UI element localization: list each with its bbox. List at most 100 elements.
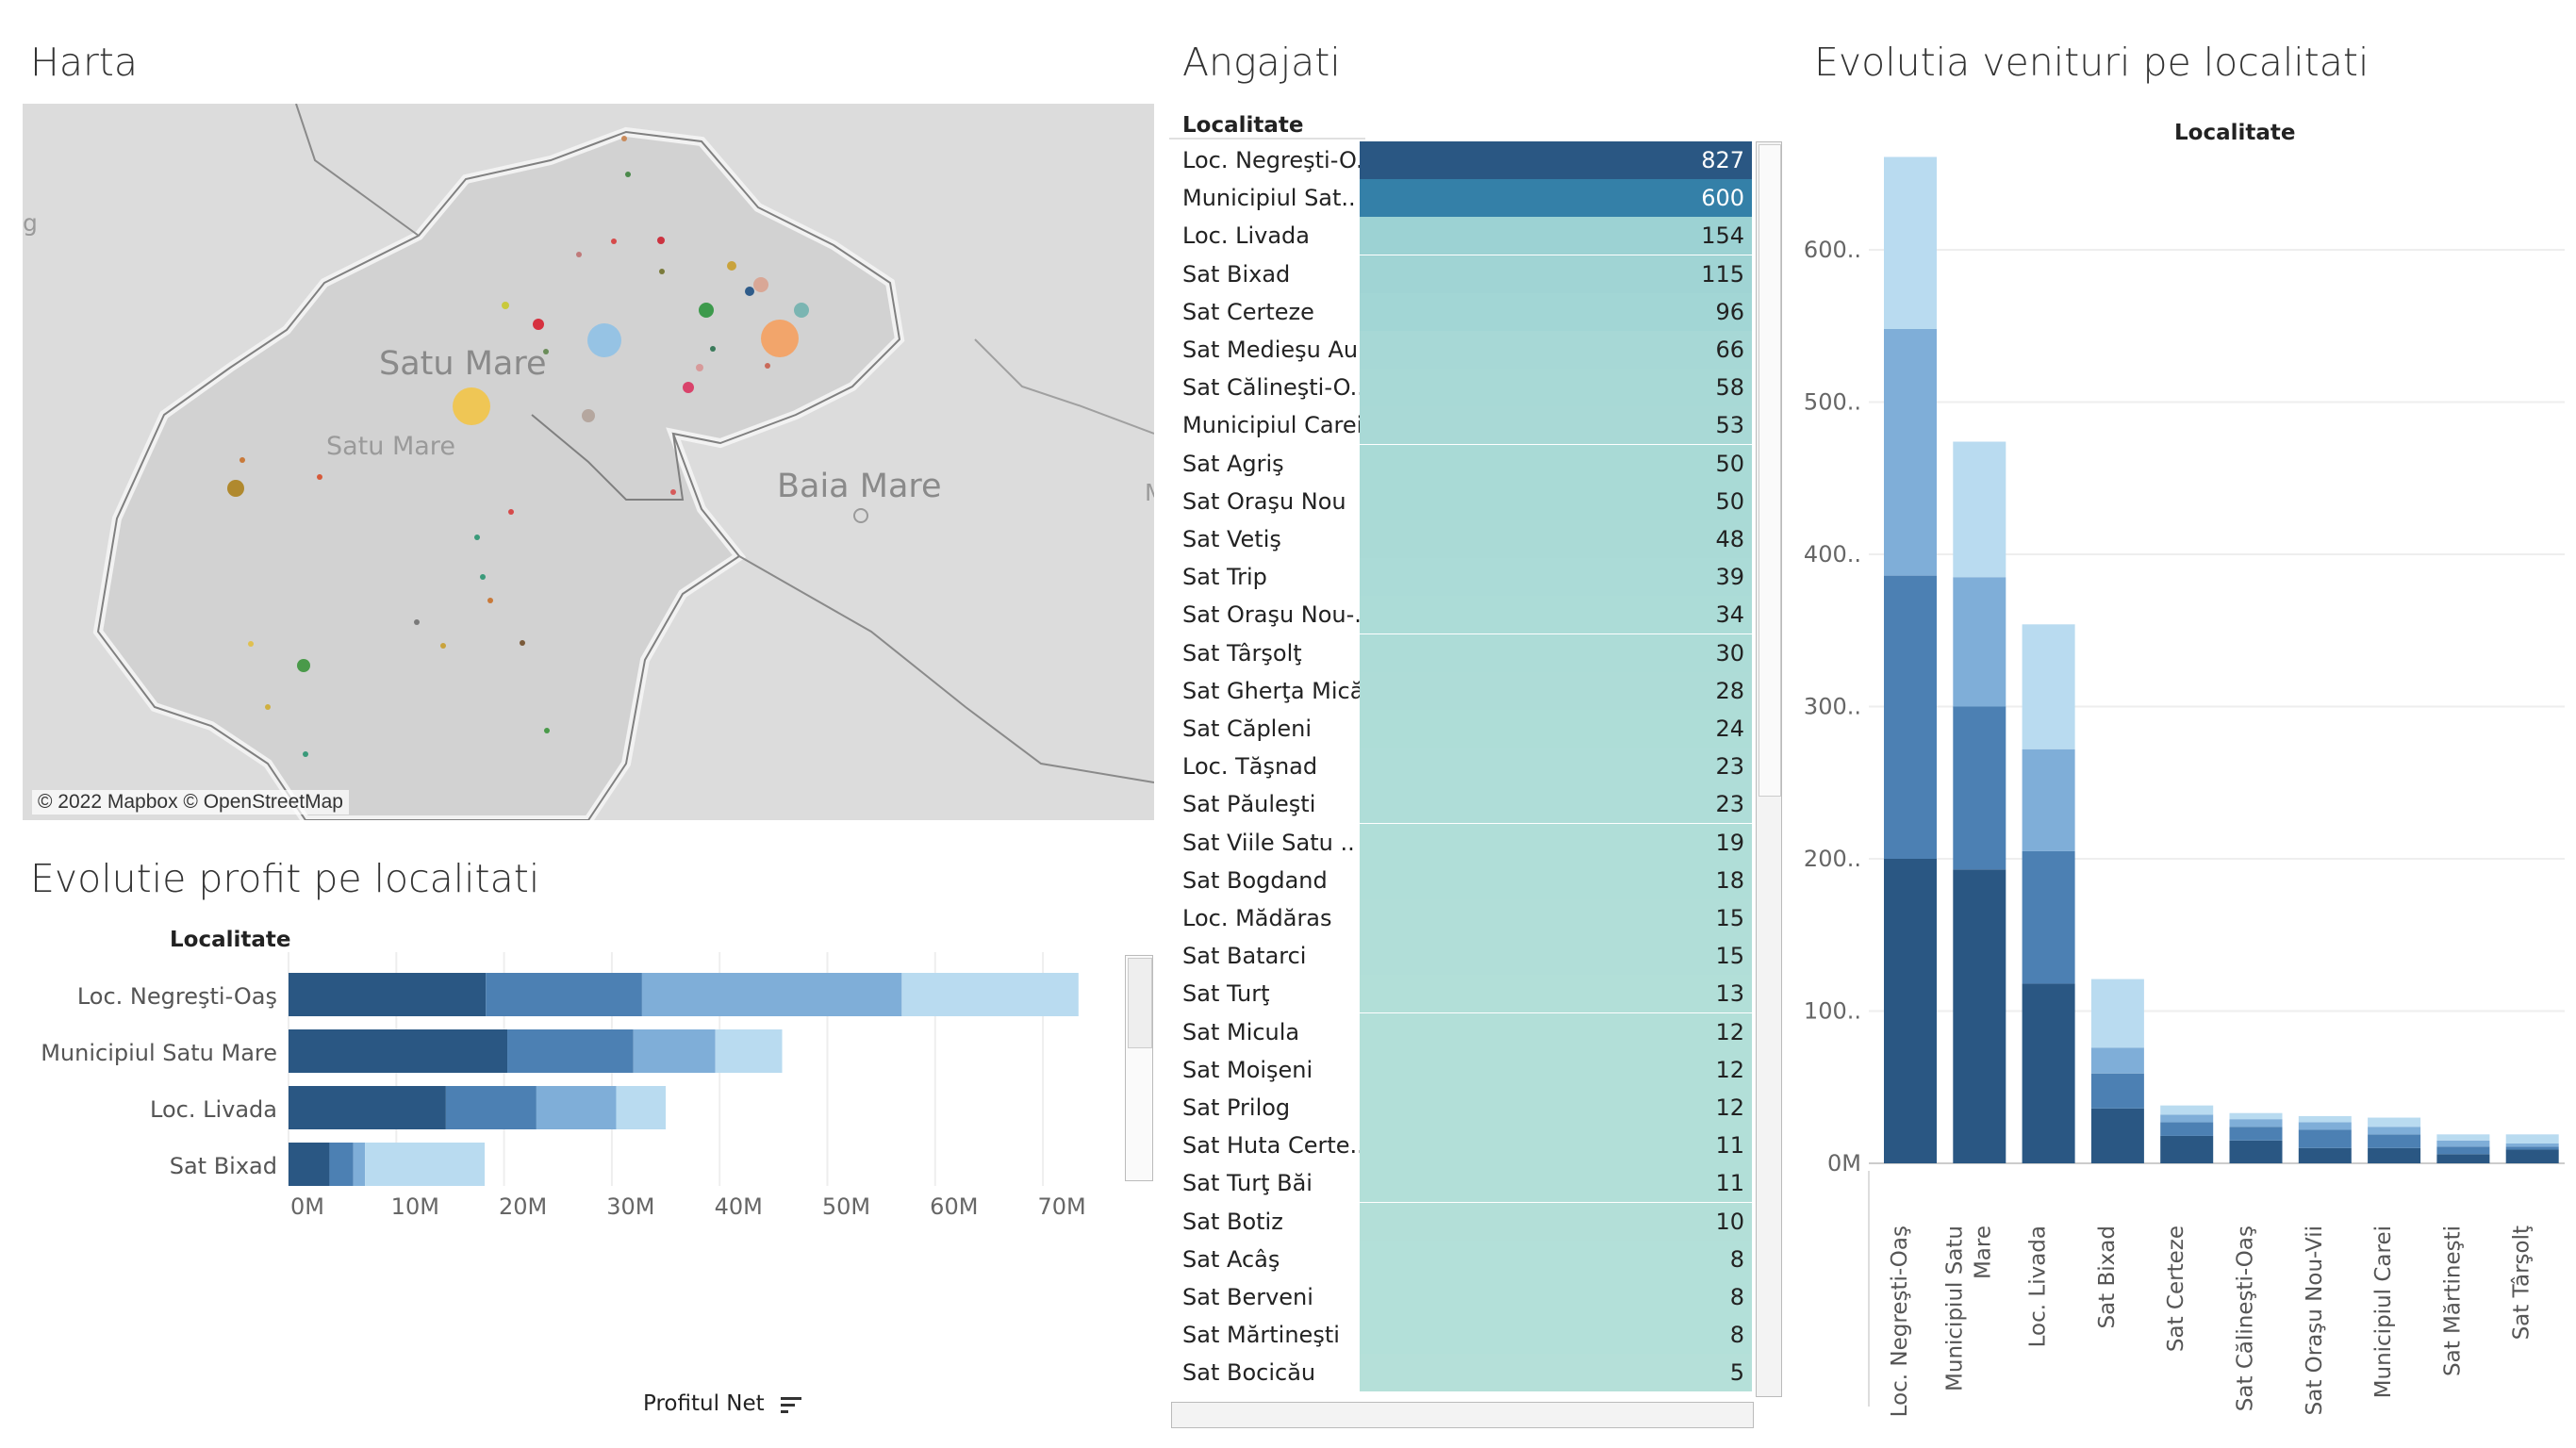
heat-cell[interactable]: 15 (1360, 899, 1752, 937)
profit-scrollbar[interactable] (1125, 955, 1153, 1181)
map-title: Harta (30, 40, 139, 85)
heat-cell[interactable]: 11 (1360, 1164, 1752, 1203)
table-row[interactable]: Sat Micula 12 (1169, 1012, 1754, 1051)
sort-icon[interactable] (780, 1395, 801, 1414)
marker (727, 261, 736, 271)
row-label: Sat Căpleni (1182, 716, 1312, 742)
table-row[interactable]: Sat Oraşu Nou-.. 34 (1169, 596, 1754, 634)
table-row[interactable]: Loc. Mădăras 15 (1169, 899, 1754, 937)
row-value: 12 (1715, 1056, 1744, 1083)
heat-cell[interactable]: 50 (1360, 482, 1752, 520)
bar-segment (2229, 1140, 2283, 1163)
row-value: 18 (1715, 866, 1744, 894)
angajati-scrollbar-horizontal[interactable] (1171, 1402, 1754, 1428)
table-row[interactable]: Sat Păuleşti 23 (1169, 785, 1754, 824)
table-row[interactable]: Sat Botiz 10 (1169, 1202, 1754, 1241)
table-row[interactable]: Sat Moişeni 12 (1169, 1050, 1754, 1089)
heat-cell[interactable]: 18 (1360, 861, 1752, 899)
row-value: 24 (1715, 716, 1744, 742)
heat-cell[interactable]: 23 (1360, 748, 1752, 786)
table-row[interactable]: Sat Medieşu Au.. 66 (1169, 331, 1754, 369)
table-row[interactable]: Sat Certeze 96 (1169, 292, 1754, 331)
table-row[interactable]: Sat Turţ 13 (1169, 975, 1754, 1013)
x-tick-label: Loc. Livada (2026, 1226, 2051, 1347)
table-row[interactable]: Loc. Livada 154 (1169, 217, 1754, 255)
heat-cell[interactable]: 11 (1360, 1127, 1752, 1165)
row-label: Sat Medieşu Au.. (1182, 337, 1373, 363)
marker (765, 363, 770, 369)
heat-cell[interactable]: 28 (1360, 671, 1752, 710)
table-row[interactable]: Sat Turţ Băi 11 (1169, 1164, 1754, 1203)
heat-cell[interactable]: 115 (1360, 255, 1752, 293)
table-row[interactable]: Sat Bocicău 5 (1169, 1354, 1754, 1392)
table-row[interactable]: Sat Viile Satu .. 19 (1169, 823, 1754, 862)
table-row[interactable]: Municipiul Carei 53 (1169, 406, 1754, 445)
row-value: 115 (1701, 260, 1744, 288)
heat-cell[interactable]: 96 (1360, 292, 1752, 331)
venituri-title: Evolutia venituri pe localitati (1814, 40, 2370, 85)
heat-cell[interactable]: 8 (1360, 1316, 1752, 1355)
heat-cell[interactable]: 19 (1360, 823, 1752, 862)
heat-cell[interactable]: 600 (1360, 179, 1752, 218)
heat-cell[interactable]: 12 (1360, 1012, 1752, 1051)
table-row[interactable]: Sat Acâş 8 (1169, 1240, 1754, 1278)
heat-cell[interactable]: 154 (1360, 217, 1752, 255)
map-label-city: Satu Mare (379, 345, 547, 383)
heat-cell[interactable]: 50 (1360, 444, 1752, 483)
table-row[interactable]: Municipiul Sat.. 600 (1169, 179, 1754, 218)
heat-cell[interactable]: 30 (1360, 634, 1752, 672)
heat-cell[interactable]: 23 (1360, 785, 1752, 824)
bar-segment (353, 1143, 366, 1186)
heat-cell[interactable]: 15 (1360, 937, 1752, 976)
marker (576, 252, 582, 257)
table-row[interactable]: Sat Mărtineşti 8 (1169, 1316, 1754, 1355)
table-row[interactable]: Sat Berveni 8 (1169, 1278, 1754, 1316)
table-row[interactable]: Sat Gherţa Mică 28 (1169, 671, 1754, 710)
angajati-scrollbar-vertical[interactable] (1756, 141, 1782, 1397)
heat-cell[interactable]: 39 (1360, 558, 1752, 597)
heat-cell[interactable]: 53 (1360, 406, 1752, 445)
heat-cell[interactable]: 5 (1360, 1354, 1752, 1392)
heat-cell[interactable]: 827 (1360, 141, 1752, 179)
table-row[interactable]: Sat Bogdand 18 (1169, 861, 1754, 899)
table-row[interactable]: Loc. Negreşti-O.. 827 (1169, 141, 1754, 179)
table-row[interactable]: Sat Bixad 115 (1169, 255, 1754, 293)
heat-cell[interactable]: 8 (1360, 1240, 1752, 1278)
table-row[interactable]: Sat Agriş 50 (1169, 444, 1754, 483)
venituri-column-header[interactable]: Localitate (2174, 121, 2296, 145)
profit-axis-title[interactable]: Profitul Net (643, 1391, 801, 1416)
heat-cell[interactable]: 10 (1360, 1202, 1752, 1241)
table-row[interactable]: Sat Căpleni 24 (1169, 710, 1754, 748)
table-row[interactable]: Sat Trip 39 (1169, 558, 1754, 597)
table-row[interactable]: Sat Călineşti-O.. 58 (1169, 369, 1754, 407)
table-row[interactable]: Sat Prilog 12 (1169, 1089, 1754, 1127)
row-value: 30 (1715, 639, 1744, 666)
table-row[interactable]: Sat Oraşu Nou 50 (1169, 482, 1754, 520)
map-attribution[interactable]: © 2022 Mapbox © OpenStreetMap (32, 790, 349, 814)
x-tick-label: Sat Oraşu Nou-Vii (2303, 1226, 2327, 1415)
row-value: 13 (1715, 980, 1744, 1008)
table-row[interactable]: Sat Batarci 15 (1169, 937, 1754, 976)
heat-cell[interactable]: 34 (1360, 596, 1752, 634)
heat-cell[interactable]: 13 (1360, 975, 1752, 1013)
heat-cell[interactable]: 24 (1360, 710, 1752, 748)
table-row[interactable]: Sat Târşolţ 30 (1169, 634, 1754, 672)
profit-column-header[interactable]: Localitate (170, 928, 291, 952)
bar-segment (2436, 1154, 2490, 1163)
heat-cell[interactable]: 12 (1360, 1089, 1752, 1127)
angajati-column-header[interactable]: Localitate (1182, 113, 1304, 138)
bar-segment (2090, 1073, 2144, 1109)
table-row[interactable]: Sat Vetiş 48 (1169, 520, 1754, 558)
heat-cell[interactable]: 58 (1360, 369, 1752, 407)
table-row[interactable]: Sat Huta Certe.. 11 (1169, 1127, 1754, 1165)
heat-cell[interactable]: 66 (1360, 331, 1752, 369)
scroll-thumb[interactable] (1759, 144, 1781, 797)
heat-cell[interactable]: 12 (1360, 1050, 1752, 1089)
table-row[interactable]: Loc. Tăşnad 23 (1169, 748, 1754, 786)
category-label: Municipiul Satu Mare (41, 1040, 277, 1066)
heat-cell[interactable]: 8 (1360, 1278, 1752, 1316)
x-tick-label: Sat Bixad (2095, 1226, 2120, 1329)
heat-cell[interactable]: 48 (1360, 520, 1752, 558)
map-view[interactable]: Satu Mare Satu Mare Baia Mare g M © 2022… (23, 104, 1154, 820)
scroll-thumb[interactable] (1128, 958, 1152, 1048)
